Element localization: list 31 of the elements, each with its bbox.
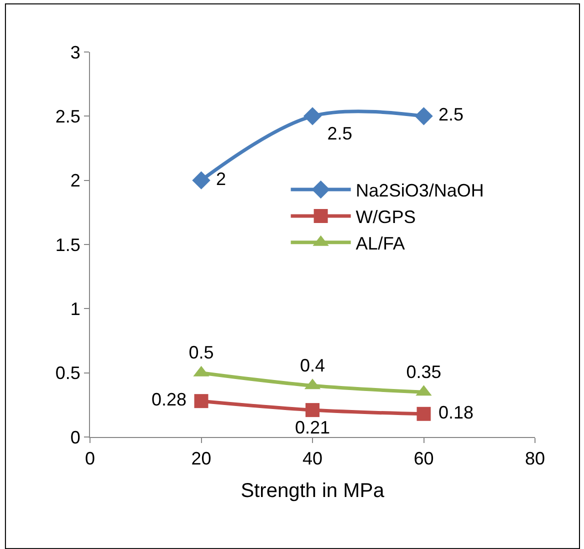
y-tick-label: 0.5 [55,363,80,384]
point [303,107,322,126]
x-tick-label: 60 [414,448,434,469]
data-label: 0.21 [290,417,336,438]
point [306,403,320,418]
point [414,107,433,126]
data-label: 0.5 [184,342,219,363]
y-tick-label: 2 [70,170,80,191]
point [416,406,431,421]
data-label: 0.4 [294,355,330,376]
x-tick-label: 40 [302,448,323,469]
x-axis-title: Strength in MPa [240,480,386,502]
data-label: 2.5 [322,123,358,144]
y-tick-label: 1 [70,298,80,319]
data-label: 0.18 [434,402,479,422]
x-tick-label: 0 [84,448,96,469]
y-tick-label: 3 [70,42,80,62]
y-tick-label: 2.5 [55,106,80,126]
point [192,171,210,190]
data-label: 2 [211,168,232,189]
y-tick-label: 1.5 [55,234,80,255]
data-label: 2.5 [434,104,469,125]
x-tick-label: 80 [524,448,546,469]
data-label: 0.35 [401,362,446,382]
y-tick-label: 0 [70,427,80,448]
legend-label: W/GPS [356,206,416,227]
legend-label: AL/FA [356,233,405,254]
legend-label: Na2SiO3/NaOH [356,180,484,201]
data-label: 0.28 [146,390,192,410]
x-tick-label: 20 [191,448,212,469]
point [194,394,208,408]
